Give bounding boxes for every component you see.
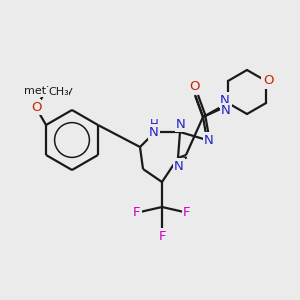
Text: H: H <box>150 118 158 130</box>
Text: N: N <box>176 118 186 130</box>
Text: methoxy: methoxy <box>24 86 73 96</box>
Text: N: N <box>221 104 231 118</box>
Text: O: O <box>29 100 39 113</box>
Text: N: N <box>220 94 230 106</box>
Text: N: N <box>204 134 214 146</box>
Text: F: F <box>133 206 141 218</box>
Text: O: O <box>190 80 200 92</box>
Text: F: F <box>158 230 166 242</box>
Text: F: F <box>183 206 191 218</box>
Text: O: O <box>31 101 41 114</box>
Text: N: N <box>174 160 184 172</box>
Text: N: N <box>149 125 159 139</box>
Text: O: O <box>263 74 273 88</box>
Text: CH₃: CH₃ <box>48 87 69 97</box>
